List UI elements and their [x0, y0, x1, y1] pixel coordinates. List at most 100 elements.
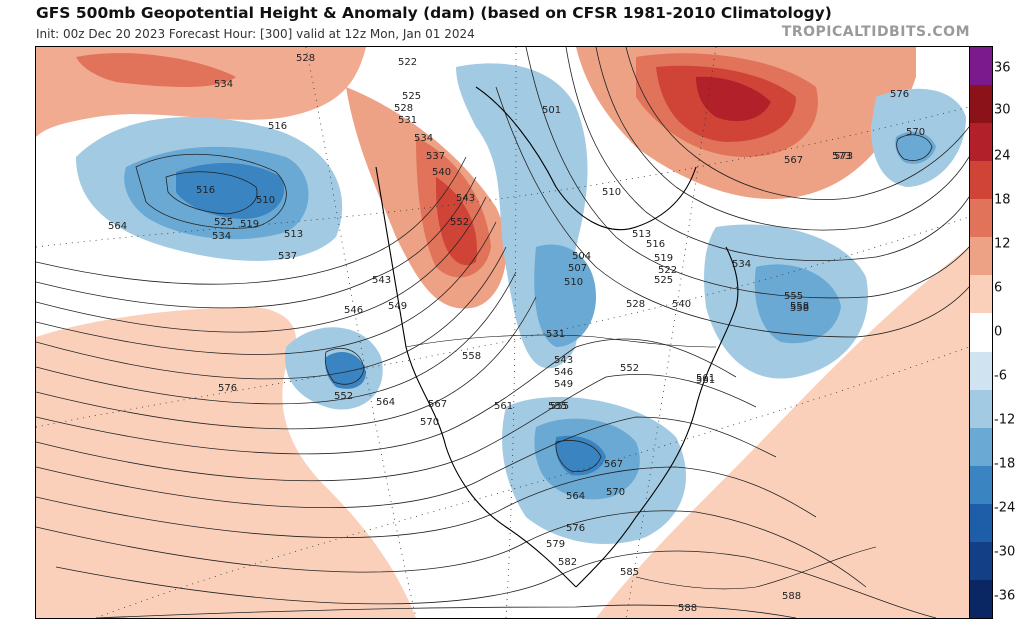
contour-label: 549: [554, 379, 573, 390]
colorbar-segment: [970, 503, 992, 543]
contour-label: 570: [420, 417, 439, 428]
colorbar-segment: [970, 389, 992, 429]
contour-label: 534: [414, 133, 433, 144]
colorbar-segment: [970, 161, 992, 200]
map-canvas: 534 528 522 516 510 516 564 525 519 513 …: [36, 47, 969, 618]
contour-label: 552: [334, 391, 353, 402]
contour-label: 570: [906, 127, 925, 138]
negative-anomaly-shading: [76, 63, 966, 545]
contour-label: 576: [218, 383, 237, 394]
contour-label: 567: [428, 399, 447, 410]
contour-label: 522: [658, 265, 677, 276]
colorbar-segment: [970, 237, 992, 276]
contour-label: 510: [602, 187, 621, 198]
contour-label: 558: [462, 351, 481, 362]
map-title: GFS 500mb Geopotential Height & Anomaly …: [36, 4, 832, 22]
contour-label: 522: [398, 57, 417, 68]
contour-label: 534: [732, 259, 751, 270]
colorbar-segment: [970, 465, 992, 505]
contour-label: 519: [654, 253, 673, 264]
contour-label: 516: [646, 239, 665, 250]
contour-label: 546: [554, 367, 573, 378]
contour-label: 516: [196, 185, 215, 196]
contour-labels: 534 528 522 516 510 516 564 525 519 513 …: [108, 53, 925, 614]
colorbar-tick: -24: [994, 500, 1016, 516]
contour-label: 585: [620, 567, 639, 578]
contour-label: 543: [554, 355, 573, 366]
colorbar-segment: [970, 351, 992, 391]
contour-label: 543: [456, 193, 475, 204]
contour-label: 573: [834, 151, 853, 162]
contour-label: 519: [240, 219, 259, 230]
contour-label: 540: [432, 167, 451, 178]
contour-label: 501: [542, 105, 561, 116]
brand-watermark: TROPICALTIDBITS.COM: [781, 24, 970, 40]
colorbar-tick: 30: [994, 102, 1011, 118]
colorbar-segment: [970, 313, 992, 353]
colorbar-segment: [970, 275, 992, 314]
contour-label: 510: [256, 195, 275, 206]
contour-label: 555: [548, 401, 567, 412]
contour-label: 576: [566, 523, 585, 534]
colorbar-tick: 6: [994, 280, 1003, 296]
colorbar-tick: -36: [994, 588, 1016, 604]
colorbar-tick: -12: [994, 412, 1016, 428]
colorbar-segment: [970, 123, 992, 162]
colorbar-tick: 12: [994, 236, 1011, 252]
contour-label: 561: [494, 401, 513, 412]
colorbar-segment: [970, 85, 992, 124]
contour-label: 552: [450, 217, 469, 228]
coastlines: [375, 86, 877, 590]
contour-label: 564: [376, 397, 395, 408]
contour-label: 507: [568, 263, 587, 274]
contour-label: 573: [832, 151, 851, 162]
contour-label: 558: [790, 301, 809, 312]
map-subtitle: Init: 00z Dec 20 2023 Forecast Hour: [30…: [36, 27, 475, 41]
contour-label: 534: [212, 231, 231, 242]
graticule: [36, 47, 969, 618]
anomaly-colorbar: [969, 46, 993, 619]
contour-label: 528: [626, 299, 645, 310]
colorbar-tick: 36: [994, 60, 1011, 76]
contour-label: 543: [372, 275, 391, 286]
contour-label: 504: [572, 251, 591, 262]
colorbar-tick: 24: [994, 148, 1011, 164]
contour-label: 579: [546, 539, 565, 550]
contour-label: 564: [108, 221, 127, 232]
colorbar-tick: -6: [994, 368, 1007, 384]
contour-label: 537: [278, 251, 297, 262]
contour-label: 570: [606, 487, 625, 498]
weather-map: 534 528 522 516 510 516 564 525 519 513 …: [35, 46, 970, 619]
contour-label: 588: [782, 591, 801, 602]
contour-label: 549: [388, 301, 407, 312]
contour-label: 555: [550, 401, 569, 412]
colorbar-segment: [970, 579, 992, 619]
contour-label: 516: [268, 121, 287, 132]
contour-label: 531: [398, 115, 417, 126]
contour-label: 525: [654, 275, 673, 286]
contour-label: 588: [678, 603, 697, 614]
contour-label: 525: [214, 217, 233, 228]
contour-label: 540: [672, 299, 691, 310]
contour-label: 555: [784, 291, 803, 302]
contour-label: 513: [284, 229, 303, 240]
contour-label: 513: [632, 229, 651, 240]
colorbar-tick: -18: [994, 456, 1016, 472]
contour-label: 510: [564, 277, 583, 288]
contour-label: 537: [426, 151, 445, 162]
contour-label: 528: [296, 53, 315, 64]
contour-label: 561: [696, 373, 715, 384]
colorbar-segment: [970, 47, 992, 86]
contour-label: 525: [402, 91, 421, 102]
contour-label: 546: [344, 305, 363, 316]
contour-label: 531: [546, 329, 565, 340]
contour-label: 558: [790, 303, 809, 314]
colorbar-segment: [970, 199, 992, 238]
contour-label: 582: [558, 557, 577, 568]
colorbar-segment: [970, 541, 992, 581]
contour-label: 567: [784, 155, 803, 166]
contour-label: 528: [394, 103, 413, 114]
contour-label: 564: [566, 491, 585, 502]
contour-label: 552: [620, 363, 639, 374]
contour-label: 576: [890, 89, 909, 100]
